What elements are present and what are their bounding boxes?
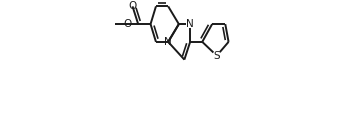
Text: S: S	[213, 51, 220, 61]
Text: N: N	[164, 37, 172, 47]
Text: O: O	[128, 1, 137, 11]
Text: O: O	[124, 19, 132, 29]
Text: N: N	[186, 19, 194, 29]
